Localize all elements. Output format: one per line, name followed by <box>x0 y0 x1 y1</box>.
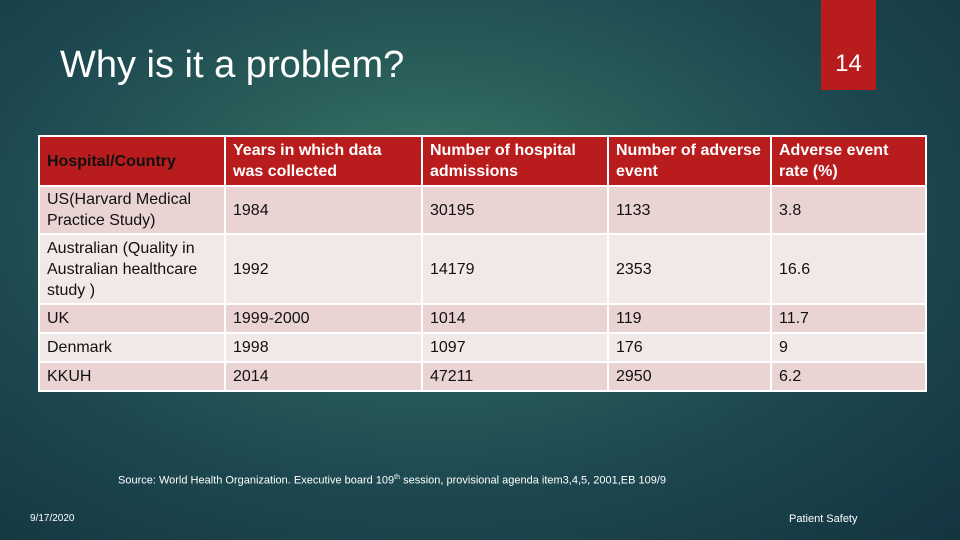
header-adverse-events: Number of adverse event <box>607 135 772 187</box>
cell-admissions: 30195 <box>421 185 609 235</box>
cell-rate: 3.8 <box>770 185 927 235</box>
table-row: US(Harvard Medical Practice Study) 1984 … <box>38 185 927 235</box>
cell-years: 1998 <box>224 332 423 363</box>
page-number-badge: 14 <box>821 0 876 90</box>
cell-admissions: 14179 <box>421 233 609 305</box>
cell-years: 1984 <box>224 185 423 235</box>
table-row: Denmark 1998 1097 176 9 <box>38 332 927 363</box>
source-citation: Source: World Health Organization. Execu… <box>118 474 666 487</box>
cell-hospital: Denmark <box>38 332 226 363</box>
cell-years: 1999-2000 <box>224 303 423 334</box>
table-header-row: Hospital/Country Years in which data was… <box>38 135 927 187</box>
cell-rate: 6.2 <box>770 361 927 392</box>
source-text-pre: Source: World Health Organization. Execu… <box>118 474 395 487</box>
slide-footer: Patient Safety <box>789 513 858 525</box>
cell-rate: 16.6 <box>770 233 927 305</box>
cell-adverse-events: 119 <box>607 303 772 334</box>
cell-adverse-events: 2950 <box>607 361 772 392</box>
cell-admissions: 1097 <box>421 332 609 363</box>
cell-hospital: UK <box>38 303 226 334</box>
cell-adverse-events: 176 <box>607 332 772 363</box>
header-admissions: Number of hospital admissions <box>421 135 609 187</box>
cell-years: 1992 <box>224 233 423 305</box>
cell-rate: 9 <box>770 332 927 363</box>
header-years: Years in which data was collected <box>224 135 423 187</box>
cell-years: 2014 <box>224 361 423 392</box>
source-superscript: th <box>394 474 401 481</box>
table-row: KKUH 2014 47211 2950 6.2 <box>38 361 927 392</box>
slide-title: Why is it a problem? <box>60 44 405 86</box>
header-hospital-country: Hospital/Country <box>38 135 226 187</box>
cell-adverse-events: 2353 <box>607 233 772 305</box>
slide-date: 9/17/2020 <box>30 513 75 524</box>
cell-hospital: KKUH <box>38 361 226 392</box>
header-adverse-rate: Adverse event rate (%) <box>770 135 927 187</box>
adverse-events-table: Hospital/Country Years in which data was… <box>38 135 927 392</box>
cell-admissions: 1014 <box>421 303 609 334</box>
table-row: Australian (Quality in Australian health… <box>38 233 927 305</box>
cell-adverse-events: 1133 <box>607 185 772 235</box>
source-text-post: session, provisional agenda item3,4,5, 2… <box>400 474 667 487</box>
cell-hospital: Australian (Quality in Australian health… <box>38 233 226 305</box>
cell-rate: 11.7 <box>770 303 927 334</box>
table-row: UK 1999-2000 1014 119 11.7 <box>38 303 927 334</box>
cell-admissions: 47211 <box>421 361 609 392</box>
cell-hospital: US(Harvard Medical Practice Study) <box>38 185 226 235</box>
